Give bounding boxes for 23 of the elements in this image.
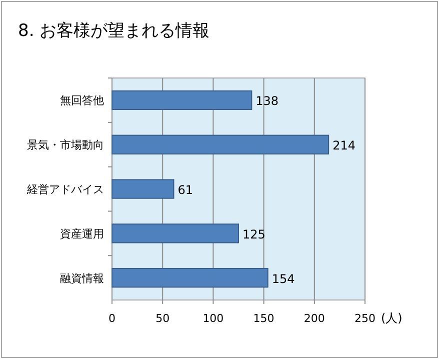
data-label: 154 bbox=[272, 272, 295, 286]
x-tick-label: 50 bbox=[156, 312, 170, 325]
x-tick-label: 100 bbox=[202, 312, 224, 325]
bar bbox=[112, 224, 239, 244]
bar bbox=[112, 268, 268, 288]
chart-title: 8. お客様が望まれる情報 bbox=[18, 21, 210, 41]
y-tick-label: 無回答他 bbox=[60, 94, 104, 108]
y-tick-label: 融資情報 bbox=[60, 272, 104, 285]
x-tick-label: 200 bbox=[304, 312, 325, 325]
bar bbox=[112, 179, 174, 199]
x-tick-label: 0 bbox=[108, 312, 116, 325]
data-label: 125 bbox=[242, 227, 266, 242]
y-tick-label: 景気・市場動向 bbox=[27, 138, 104, 152]
y-tick-label: 資産運用 bbox=[60, 227, 104, 240]
data-label: 214 bbox=[332, 138, 356, 153]
data-label: 138 bbox=[256, 94, 279, 108]
y-tick-label: 経営アドバイス bbox=[26, 183, 104, 196]
data-label: 61 bbox=[178, 183, 194, 197]
x-tick-label: 250 bbox=[354, 312, 376, 325]
x-tick-label: 150 bbox=[253, 312, 274, 325]
x-axis-title: (人) bbox=[381, 311, 402, 325]
bar bbox=[112, 90, 252, 110]
bar bbox=[112, 134, 330, 154]
